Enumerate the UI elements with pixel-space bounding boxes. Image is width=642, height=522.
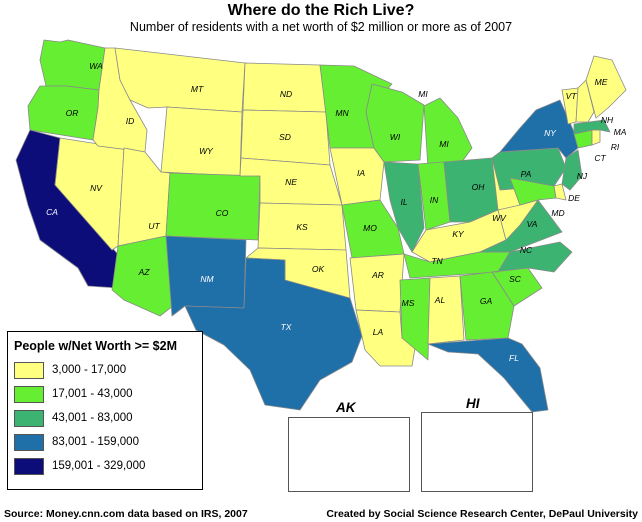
map-subtitle: Number of residents with a net worth of … xyxy=(129,20,513,34)
state-label-ms: MS xyxy=(402,298,415,308)
state-label-nh: NH xyxy=(601,115,614,125)
legend-item: 83,001 - 159,000 xyxy=(14,434,200,452)
legend-swatch xyxy=(14,434,44,451)
state-label-ut: UT xyxy=(148,221,160,231)
state-label-ga: GA xyxy=(480,296,493,306)
state-ms xyxy=(399,277,431,361)
legend-item: 3,000 - 17,000 xyxy=(14,362,200,380)
state-label-ct: CT xyxy=(594,153,606,163)
state-label-va: VA xyxy=(527,219,538,229)
state-label-ok: OK xyxy=(312,264,325,274)
state-label-me: ME xyxy=(595,77,608,87)
legend-label: 83,001 - 159,000 xyxy=(52,436,139,448)
state-label-ne: NE xyxy=(285,177,297,187)
state-label-ky: KY xyxy=(452,229,465,239)
state-label-ia: IA xyxy=(357,168,365,178)
state-label-az: AZ xyxy=(138,267,151,277)
state-label-mt: MT xyxy=(191,84,204,94)
state-label-la: LA xyxy=(373,327,384,337)
state-label-nj: NJ xyxy=(577,171,588,181)
source-note: Source: Money.cnn.com data based on IRS,… xyxy=(4,508,248,520)
legend-item: 159,001 - 329,000 xyxy=(14,458,200,476)
state-label-wi: WI xyxy=(390,132,401,142)
state-label-mi: MI xyxy=(439,139,449,149)
legend-item: 43,001 - 83,000 xyxy=(14,410,200,428)
state-ar xyxy=(349,253,405,313)
state-label-ks: KS xyxy=(296,222,308,232)
legend-label: 43,001 - 83,000 xyxy=(52,412,133,424)
state-de xyxy=(553,183,567,201)
state-nj xyxy=(561,149,583,191)
state-label-sd: SD xyxy=(279,132,291,142)
state-label-md: MD xyxy=(551,208,564,218)
state-nc xyxy=(491,241,573,273)
hawaii-inset xyxy=(421,412,533,492)
state-label-nm: NM xyxy=(200,274,214,284)
state-me xyxy=(585,55,627,119)
legend-swatch xyxy=(14,362,44,379)
state-label-wv: WV xyxy=(492,213,507,223)
state-label-mo: MO xyxy=(363,223,377,233)
map-title: Where do the Rich Live? xyxy=(227,2,415,19)
state-label-or: OR xyxy=(66,108,79,118)
state-label-ca: CA xyxy=(46,207,58,217)
legend-label: 159,001 - 329,000 xyxy=(52,460,146,472)
state-label-in: IN xyxy=(430,195,439,205)
state-label-mn: MN xyxy=(335,108,349,118)
state-label-ri: RI xyxy=(611,142,620,152)
state-label-nv: NV xyxy=(90,183,103,193)
alaska-inset xyxy=(288,417,410,492)
state-label-ma: MA xyxy=(614,127,627,137)
state-label-vt: VT xyxy=(566,91,578,101)
state-label-nd: ND xyxy=(280,89,292,99)
legend-label: 3,000 - 17,000 xyxy=(52,364,127,376)
legend-item: 17,001 - 43,000 xyxy=(14,386,200,404)
state-wy xyxy=(160,106,243,177)
state-label-id: ID xyxy=(126,116,135,126)
state-ga xyxy=(459,271,515,341)
state-mt xyxy=(114,47,246,113)
state-ma xyxy=(573,119,611,135)
legend-swatch xyxy=(14,386,44,403)
state-md xyxy=(509,177,557,206)
hawaii-inset-title: HI xyxy=(466,396,480,411)
state-label-nc: NC xyxy=(520,245,533,255)
state-label-tn: TN xyxy=(431,256,443,266)
state-label-sc: SC xyxy=(509,274,522,284)
state-label-de: DE xyxy=(568,193,580,203)
state-label-pa: PA xyxy=(521,169,532,179)
state-fl xyxy=(427,337,549,413)
legend-label: 17,001 - 43,000 xyxy=(52,388,133,400)
legend-swatch xyxy=(14,458,44,475)
state-al xyxy=(427,275,465,345)
state-label-fl: FL xyxy=(509,353,519,363)
state-label-oh: OH xyxy=(472,182,486,192)
state-ri xyxy=(591,129,601,146)
state-label-wy: WY xyxy=(199,146,214,156)
alaska-inset-title: AK xyxy=(336,400,356,415)
state-tx xyxy=(184,257,363,411)
state-label-tx: TX xyxy=(281,322,292,332)
state-mo xyxy=(341,199,405,259)
legend: People w/Net Worth >= $2M 3,000 - 17,000… xyxy=(7,331,203,490)
state-label-il: IL xyxy=(400,197,407,207)
state-label-co: CO xyxy=(216,208,229,218)
state-wi xyxy=(365,83,425,163)
credit-note: Created by Social Science Research Cente… xyxy=(326,508,638,520)
state-nh xyxy=(575,79,595,123)
state-label-ar: AR xyxy=(371,270,384,280)
state-mi xyxy=(423,97,473,171)
state-co xyxy=(165,172,261,241)
state-la xyxy=(355,309,417,367)
legend-swatch xyxy=(14,410,44,427)
state-nd xyxy=(242,62,327,113)
state-label-ny: NY xyxy=(544,128,557,138)
state-label-mi-upper: MI xyxy=(418,89,428,99)
state-label-wa: WA xyxy=(89,61,103,71)
legend-title: People w/Net Worth >= $2M xyxy=(14,339,178,353)
state-label-al: AL xyxy=(434,295,446,305)
state-ia xyxy=(329,147,385,206)
